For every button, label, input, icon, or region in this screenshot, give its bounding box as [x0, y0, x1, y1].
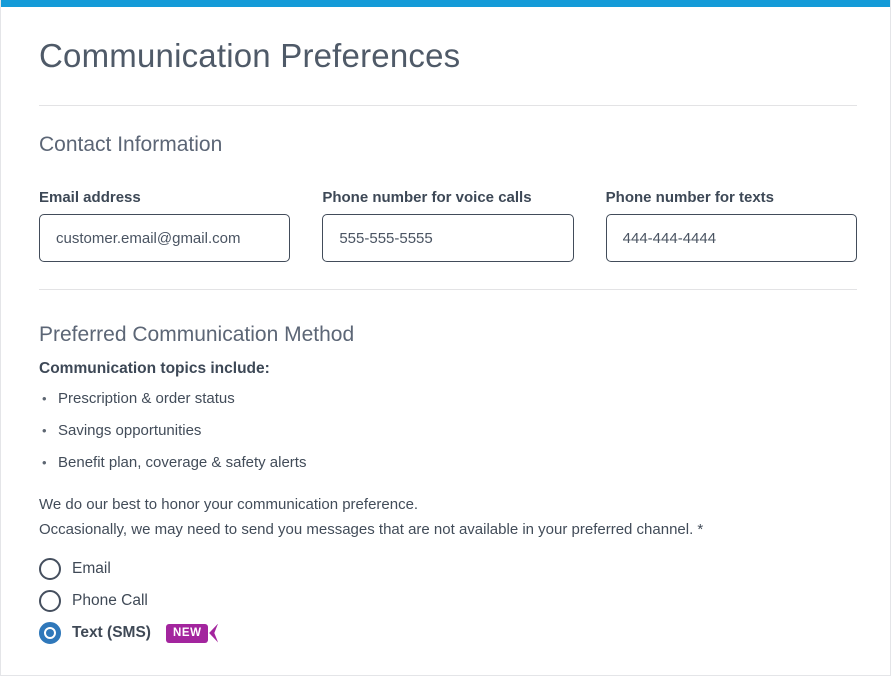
page-content: Communication Preferences Contact Inform… — [1, 37, 890, 644]
new-badge: NEW — [165, 623, 219, 643]
text-phone-field-label: Phone number for texts — [605, 189, 775, 206]
radio-button[interactable] — [39, 558, 61, 580]
preferred-method-heading: Preferred Communication Method — [39, 323, 355, 346]
topics-heading: Communication topics include: — [39, 360, 270, 377]
topics-list: Prescription & order status Savings oppo… — [39, 389, 857, 472]
topic-item: Savings opportunities — [39, 421, 857, 440]
text-phone-field-group: Phone number for texts — [605, 189, 857, 262]
preference-note-line-1: We do our best to honor your communicati… — [39, 496, 419, 513]
contact-information-heading: Contact Information — [39, 133, 223, 156]
communication-method-radio-group: Email Phone Call Text (SMS) NEW — [39, 558, 857, 644]
email-field[interactable] — [39, 214, 291, 262]
new-badge-text: NEW — [165, 623, 208, 643]
topic-item: Benefit plan, coverage & safety alerts — [39, 453, 857, 472]
radio-option-label: Email — [72, 560, 111, 577]
contact-fields-row: Email address Phone number for voice cal… — [39, 189, 857, 262]
preference-note: We do our best to honor your communicati… — [39, 493, 857, 542]
topic-item: Prescription & order status — [39, 389, 857, 408]
radio-row[interactable]: Phone Call — [39, 590, 857, 612]
voice-phone-field[interactable] — [322, 214, 574, 262]
radio-row[interactable]: Text (SMS) NEW — [39, 622, 857, 644]
top-accent-bar — [1, 0, 890, 7]
radio-button[interactable] — [39, 622, 61, 644]
radio-button[interactable] — [39, 590, 61, 612]
radio-option-label: Phone Call — [72, 592, 148, 609]
voice-phone-field-group: Phone number for voice calls — [322, 189, 574, 262]
page-title: Communication Preferences — [39, 37, 461, 74]
preference-note-line-2: Occasionally, we may need to send you me… — [39, 520, 704, 538]
email-field-group: Email address — [39, 189, 291, 262]
voice-phone-field-label: Phone number for voice calls — [322, 189, 532, 206]
radio-option-label: Text (SMS) — [72, 624, 151, 641]
text-phone-field[interactable] — [605, 214, 857, 262]
radio-row[interactable]: Email — [39, 558, 857, 580]
ribbon-chevron-icon — [209, 623, 219, 643]
divider — [39, 289, 857, 290]
divider — [39, 105, 857, 106]
email-field-label: Email address — [39, 189, 141, 206]
